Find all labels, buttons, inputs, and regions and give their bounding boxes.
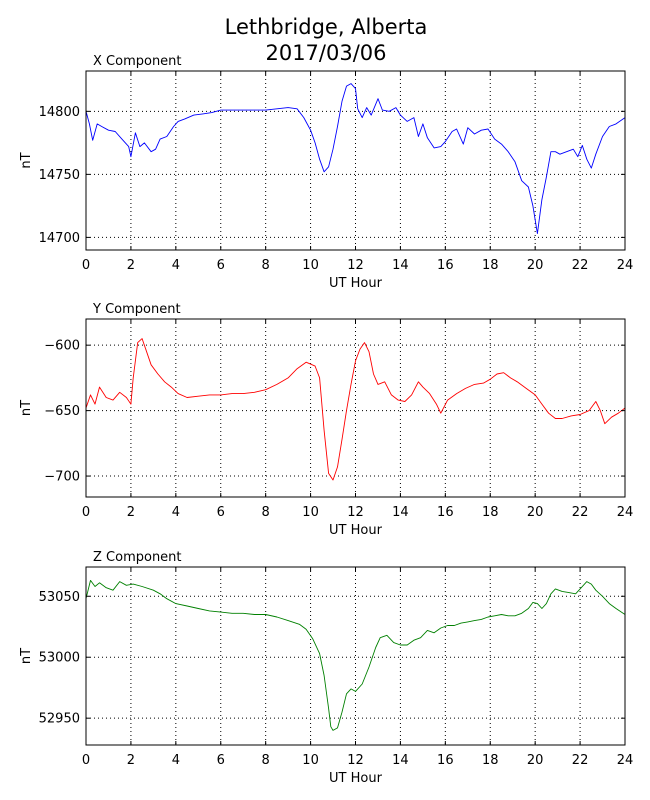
y-ytick-label: −700: [44, 470, 80, 485]
y-xtick-label: 2: [127, 505, 135, 520]
x-xtick-label: 22: [572, 258, 589, 273]
x-xtick-label: 8: [262, 258, 270, 273]
y-xtick-label: 18: [482, 505, 499, 520]
z-xtick-label: 2: [127, 753, 135, 768]
y-xtick-label: 14: [392, 505, 409, 520]
y-xtick-label: 0: [82, 505, 90, 520]
y-xtick-label: 22: [572, 505, 589, 520]
y-ytick-label: −600: [44, 339, 80, 354]
y-xtick-label: 16: [437, 505, 454, 520]
y-xtick-label: 4: [172, 505, 180, 520]
x-xtick-label: 18: [482, 258, 499, 273]
y-xtick-label: 12: [347, 505, 364, 520]
figure-title-line2: 2017/03/06: [265, 41, 386, 65]
x-ytick-label: 14700: [39, 231, 80, 246]
z-ytick-label: 53050: [39, 590, 80, 605]
z-xtick-label: 6: [217, 753, 225, 768]
z-xaxis-label: UT Hour: [329, 771, 383, 786]
z-xtick-label: 14: [392, 753, 409, 768]
y-ytick-label: −650: [44, 404, 80, 419]
z-ytick-label: 52950: [39, 712, 80, 727]
y-yaxis-label: nT: [19, 400, 34, 416]
z-xtick-label: 16: [437, 753, 454, 768]
x-xtick-label: 16: [437, 258, 454, 273]
x-xtick-label: 12: [347, 258, 364, 273]
z-xtick-label: 22: [572, 753, 589, 768]
z-component-line: [85, 579, 626, 731]
y-xtick-label: 10: [302, 505, 319, 520]
z-xtick-label: 10: [302, 753, 319, 768]
x-xtick-label: 14: [392, 258, 409, 273]
x-yaxis-label: nT: [19, 152, 34, 168]
z-xtick-label: 0: [82, 753, 90, 768]
x-ytick-label: 14800: [39, 105, 80, 120]
x-xaxis-label: UT Hour: [329, 276, 383, 291]
x-xtick-label: 6: [217, 258, 225, 273]
x-xtick-label: 20: [527, 258, 544, 273]
y-xtick-label: 20: [527, 505, 544, 520]
z-panel-title: Z Component: [93, 550, 182, 565]
y-component-line: [85, 338, 626, 481]
x-component-line: [85, 83, 626, 235]
x-xtick-label: 10: [302, 258, 319, 273]
z-xtick-label: 4: [172, 753, 180, 768]
y-xtick-label: 6: [217, 505, 225, 520]
z-xtick-label: 18: [482, 753, 499, 768]
z-xtick-label: 24: [617, 753, 634, 768]
z-xtick-label: 8: [262, 753, 270, 768]
x-panel-title: X Component: [93, 54, 182, 69]
x-xtick-label: 2: [127, 258, 135, 273]
z-xtick-label: 20: [527, 753, 544, 768]
y-xaxis-label: UT Hour: [329, 523, 383, 538]
x-xtick-label: 4: [172, 258, 180, 273]
y-xtick-label: 24: [617, 505, 634, 520]
figure-title-line1: Lethbridge, Alberta: [225, 15, 428, 39]
x-xtick-label: 24: [617, 258, 634, 273]
y-xtick-label: 8: [262, 505, 270, 520]
x-ytick-label: 14750: [39, 168, 80, 183]
y-panel-title: Y Component: [92, 302, 181, 317]
x-xtick-label: 0: [82, 258, 90, 273]
z-yaxis-label: nT: [19, 648, 34, 664]
z-ytick-label: 53000: [39, 651, 80, 666]
z-xtick-label: 12: [347, 753, 364, 768]
